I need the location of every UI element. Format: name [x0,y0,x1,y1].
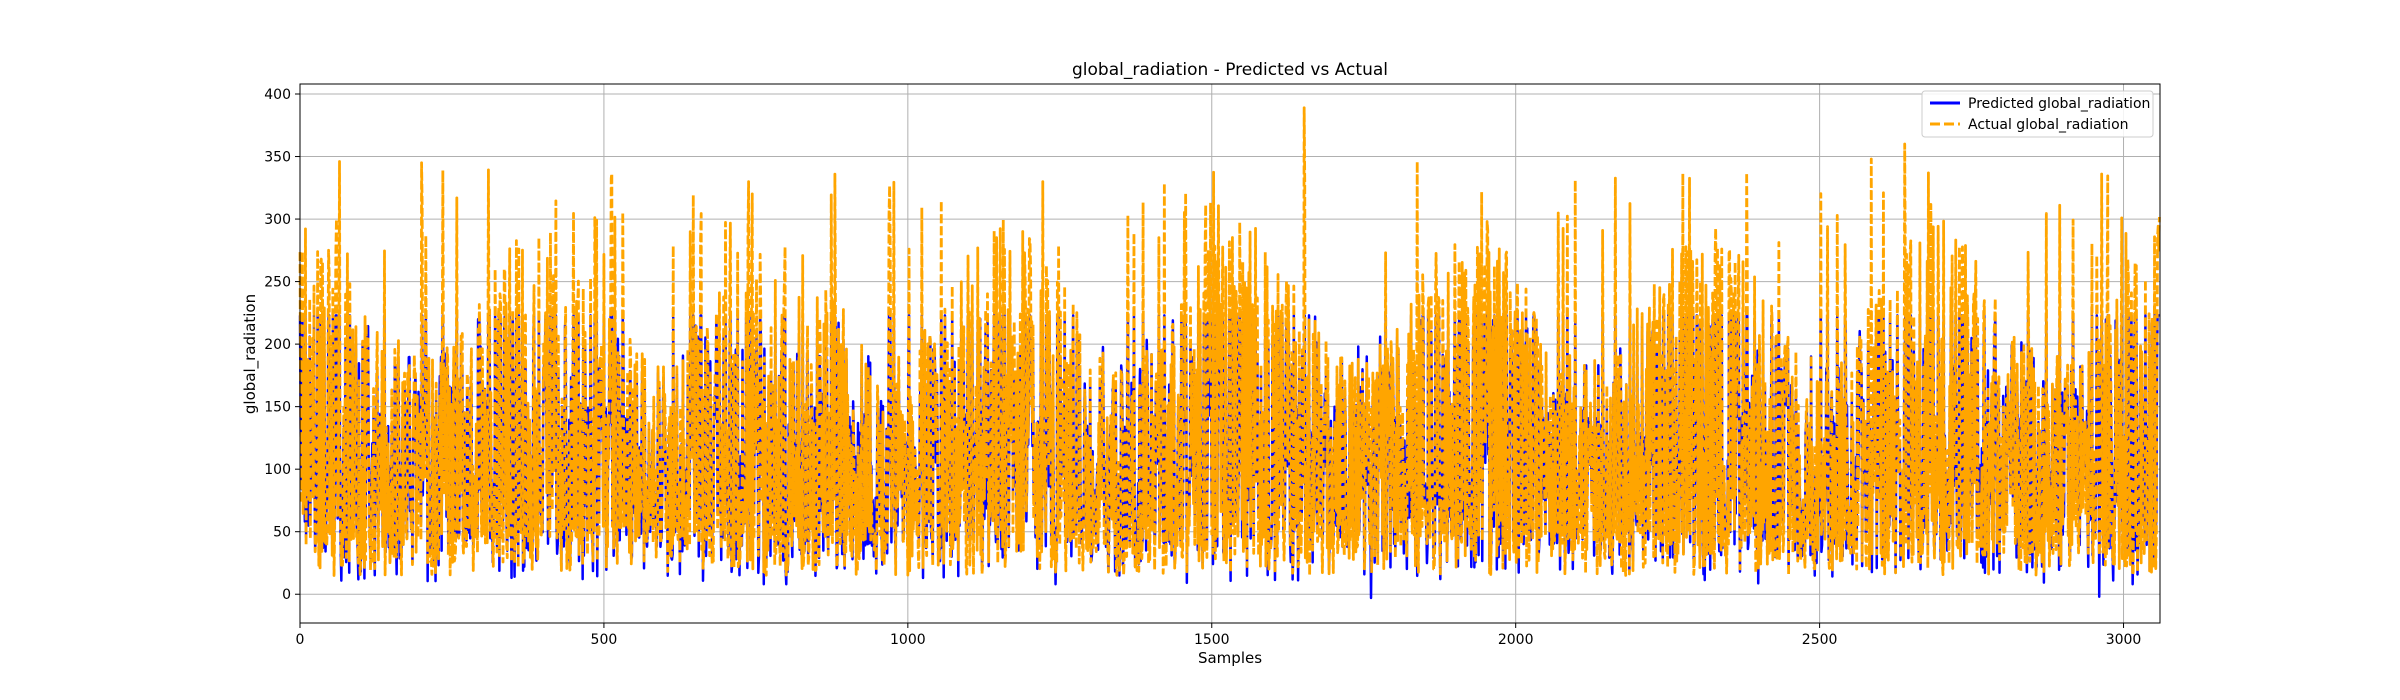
y-tick-label: 0 [282,587,291,603]
y-axis-label: global_radiation [241,294,260,414]
y-axis-ticks: 0 50 100 150 200 250 300 350 400 [264,87,300,603]
x-tick-label: 2000 [1498,632,1534,648]
y-tick-label: 250 [264,275,291,291]
x-tick-label: 500 [591,632,618,648]
legend-label-actual: Actual global_radiation [1968,117,2129,133]
y-tick-label: 350 [264,150,291,166]
legend-box [1921,90,2154,138]
chart-title: global_radiation - Predicted vs Actual [1072,60,1388,80]
legend-label-predicted: Predicted global_radiation [1968,96,2150,112]
y-tick-label: 150 [264,400,291,416]
series-actual [298,106,2161,577]
x-axis-label: Samples [1198,649,1262,667]
y-tick-label: 400 [264,87,291,103]
plot-frame [299,83,2161,624]
x-axis-ticks: 0 500 1000 1500 2000 2500 3000 [296,623,2142,648]
y-tick-label: 300 [264,212,291,228]
legend: Predicted global_radiation Actual global… [1921,90,2154,138]
y-tick-label: 100 [264,462,291,478]
x-tick-label: 2500 [1802,632,1838,648]
actual-series-line [298,106,2161,577]
x-tick-label: 1000 [890,632,926,648]
x-tick-label: 3000 [2106,632,2142,648]
x-tick-label: 1500 [1194,632,1230,648]
x-tick-label: 0 [296,632,305,648]
y-tick-label: 50 [273,525,291,541]
y-tick-label: 200 [264,337,291,353]
